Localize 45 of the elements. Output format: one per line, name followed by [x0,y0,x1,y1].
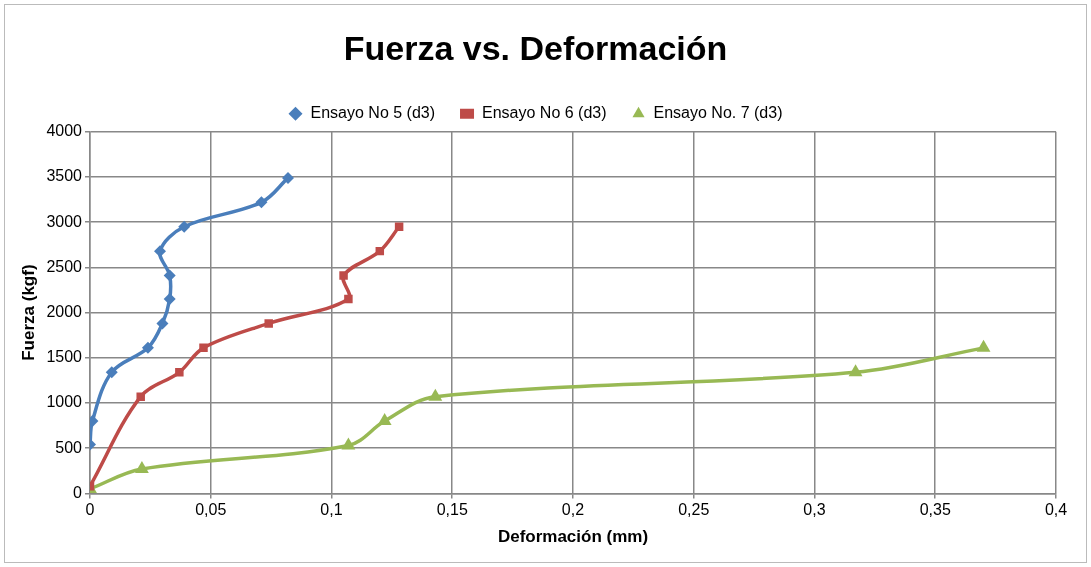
y-tick-label: 3500 [46,167,83,185]
point [105,366,118,379]
x-tick-label: 0 [85,501,95,519]
point [199,343,208,353]
point [175,368,184,377]
legend-label: Ensayo No 6 (d3) [482,104,607,122]
chart-title: Fuerza vs. Deformación [343,28,728,67]
point [156,317,169,330]
y-tick-label: 3000 [46,212,83,230]
legend-label: Ensayo No 5 (d3) [310,104,436,122]
y-tick-label: 2500 [46,257,83,275]
point [255,196,268,209]
point [339,271,348,280]
point [976,339,991,352]
x-tick-label: 0,2 [561,501,585,519]
point [341,437,356,450]
x-tick-label: 0,25 [678,501,710,519]
x-tick-label: 0,15 [436,501,468,519]
x-axis-title: Deformación (mm) [497,527,649,547]
point [163,293,176,306]
point [134,460,149,473]
point [848,364,863,377]
point [264,319,273,328]
point [394,222,404,231]
y-tick-label: 0 [73,483,83,501]
point [136,392,145,401]
y-tick-label: 1500 [46,348,83,366]
x-tick-label: 0,05 [195,501,227,519]
y-tick-label: 1000 [46,393,83,411]
y-tick-label: 500 [55,438,83,456]
point [141,341,154,354]
y-axis-title: Fuerza (kgf) [18,264,38,361]
point [344,294,353,304]
x-tick-label: 0,3 [803,501,826,519]
x-tick-label: 0,35 [919,501,951,519]
point [163,269,176,282]
y-tick-label: 2000 [46,303,83,321]
point [178,220,191,233]
point [428,388,443,401]
point [377,413,392,426]
legend-label: Ensayo No. 7 (d3) [653,104,783,122]
point [282,171,295,184]
y-tick-label: 4000 [46,122,83,140]
x-tick-label: 0,4 [1044,501,1068,519]
x-tick-label: 0,1 [320,501,343,519]
